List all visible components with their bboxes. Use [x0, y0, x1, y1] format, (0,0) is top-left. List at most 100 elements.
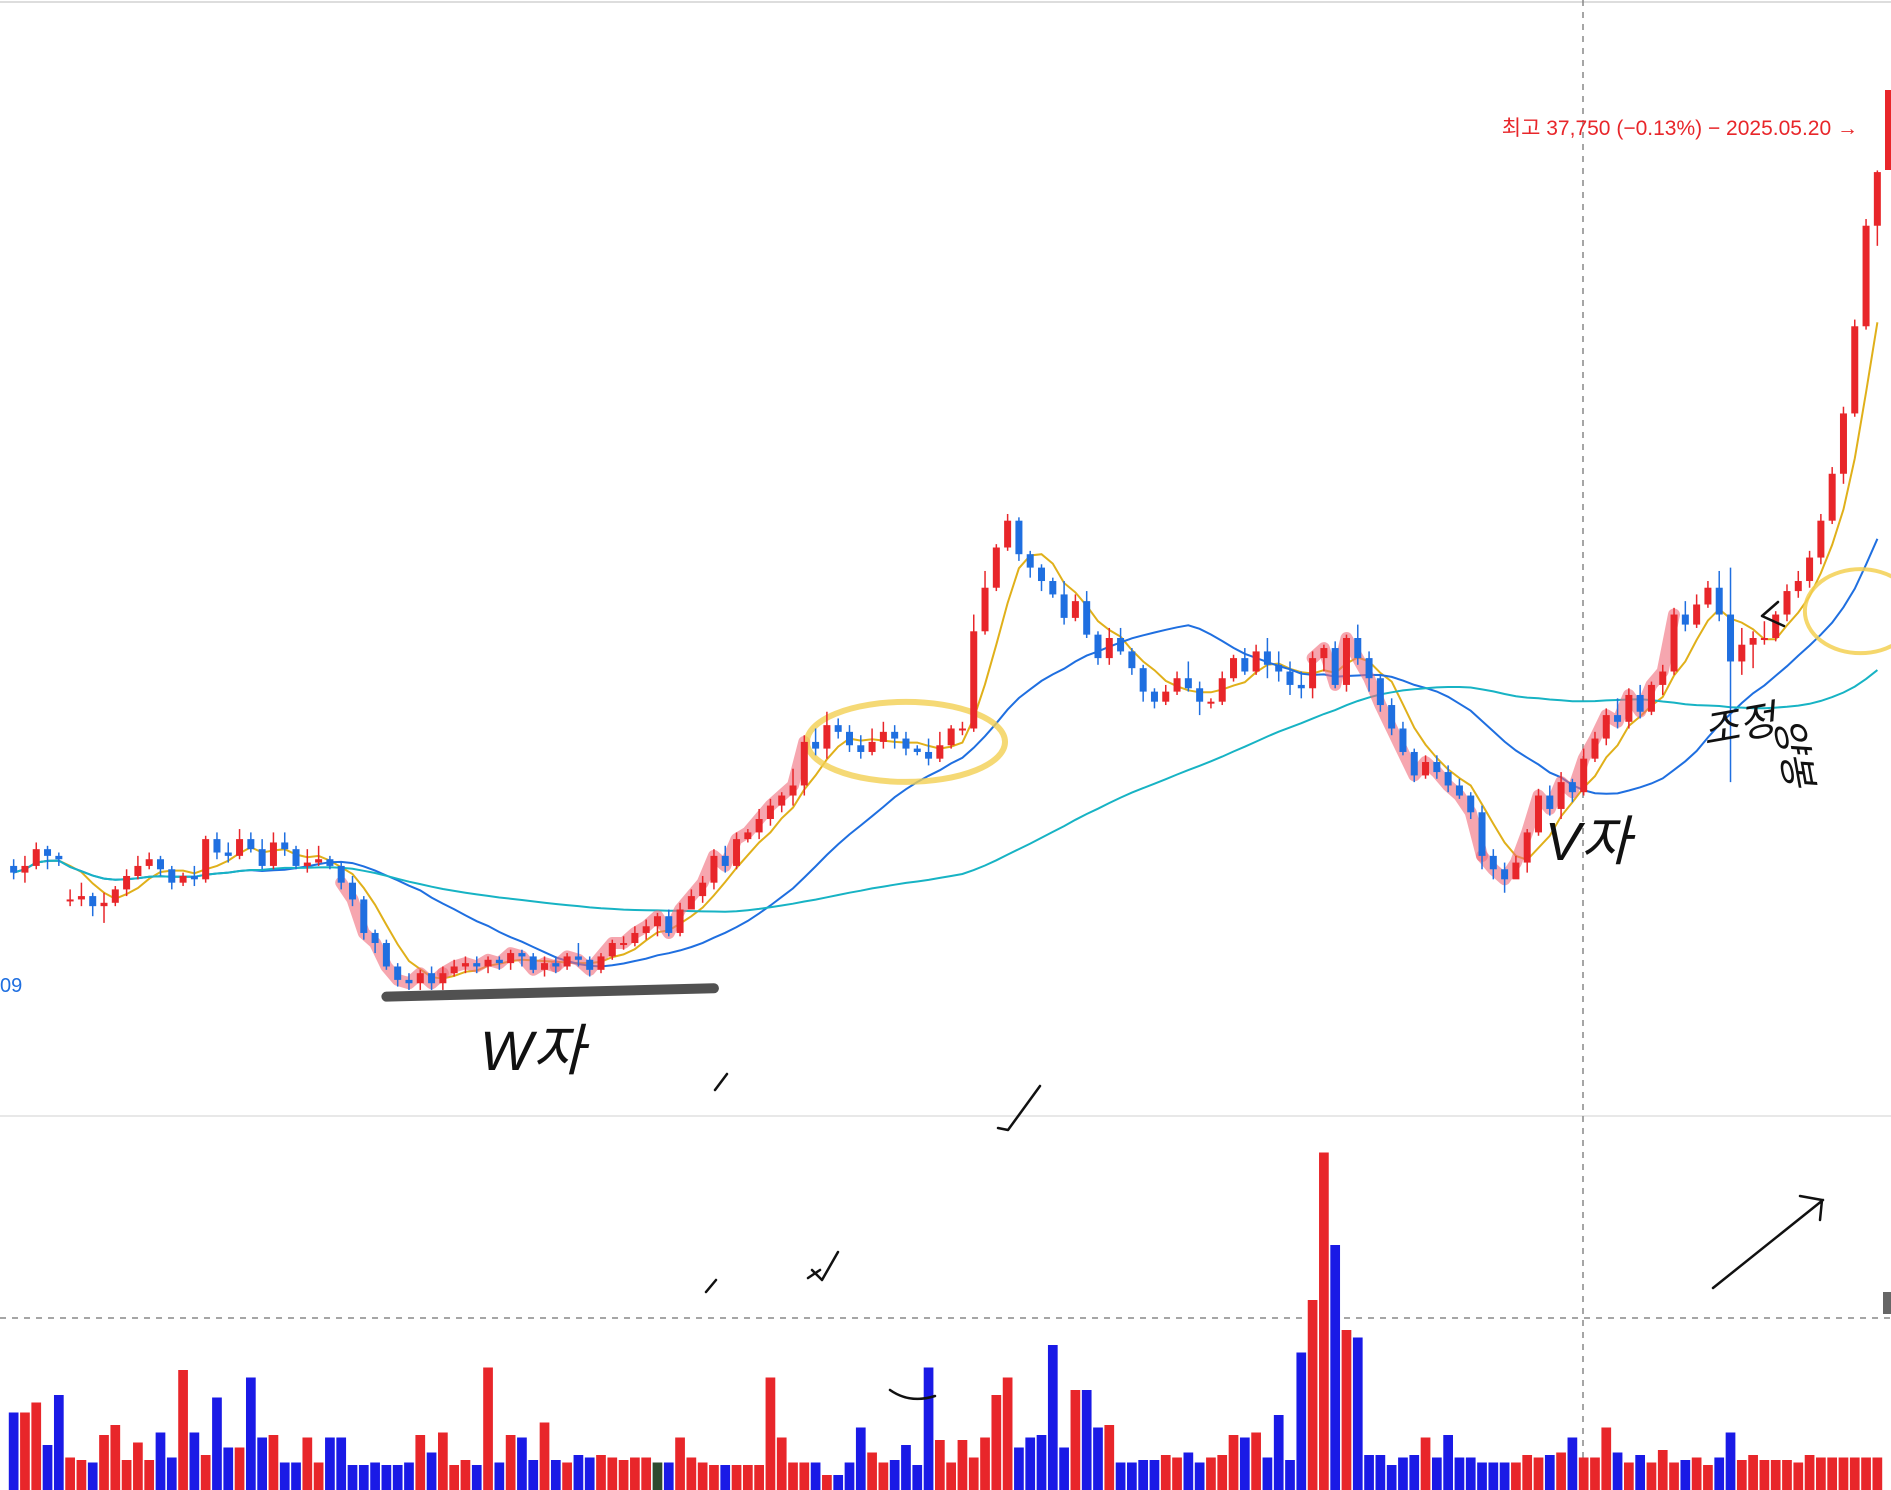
volume-bar	[1454, 1457, 1465, 1490]
candle	[1218, 671, 1226, 706]
volume-bar	[1273, 1415, 1284, 1490]
candle	[1670, 607, 1678, 675]
volume-bar	[1115, 1462, 1126, 1490]
candle	[1060, 581, 1068, 625]
volume-bar	[1127, 1462, 1137, 1490]
volume-bar	[1680, 1460, 1691, 1490]
volume-bar	[20, 1412, 30, 1490]
candle	[710, 849, 718, 890]
candle	[1399, 721, 1407, 756]
candle	[1207, 698, 1215, 709]
candle	[1749, 631, 1757, 669]
candle	[1422, 755, 1430, 779]
volume-bar	[133, 1442, 143, 1490]
candle	[823, 711, 831, 759]
volume-bar	[686, 1457, 697, 1490]
candle	[981, 570, 989, 635]
volume-bar	[528, 1460, 539, 1490]
volume-bar	[1861, 1457, 1871, 1490]
volume-bar	[934, 1440, 945, 1490]
candle	[608, 939, 616, 960]
candle	[699, 875, 707, 903]
candle	[1388, 698, 1396, 736]
candle	[89, 892, 97, 917]
candle	[1038, 564, 1046, 592]
volume-bar	[923, 1367, 934, 1490]
volume-bar	[1217, 1455, 1228, 1490]
volume-bar	[731, 1465, 742, 1490]
candle	[349, 875, 357, 907]
volume-bar	[1669, 1462, 1679, 1490]
volume-bar	[358, 1465, 369, 1490]
annotation-w-pattern: W자	[480, 1019, 590, 1082]
candle	[1230, 654, 1238, 682]
candle	[168, 865, 176, 890]
candle	[100, 892, 108, 923]
volume-bar	[1285, 1460, 1295, 1490]
volume-bar	[1014, 1447, 1024, 1490]
candle	[495, 956, 503, 970]
volume-bar	[1816, 1457, 1826, 1490]
volume-bar	[1319, 1152, 1329, 1490]
candle	[1015, 517, 1023, 561]
candle	[1546, 785, 1554, 816]
volume-bar	[1341, 1330, 1352, 1490]
volume-bar	[539, 1422, 550, 1490]
candle	[676, 902, 684, 937]
volume-bar	[76, 1460, 87, 1490]
candle	[179, 872, 187, 887]
volume-axis-marker	[1883, 1292, 1891, 1314]
candle	[992, 544, 1000, 592]
candle	[1444, 765, 1452, 793]
volume-bar	[234, 1447, 245, 1490]
candle	[473, 956, 481, 974]
volume-bar	[1556, 1452, 1566, 1490]
volume-bar	[1239, 1437, 1250, 1490]
volume-bar	[652, 1462, 663, 1490]
volume-bar	[505, 1435, 516, 1490]
volume-bar	[1330, 1245, 1341, 1490]
consolidation-ellipse-2	[1802, 567, 1891, 656]
candle	[394, 963, 402, 987]
volume-bar	[1465, 1457, 1476, 1490]
volume-bar	[1827, 1457, 1838, 1490]
volume-bar	[471, 1465, 482, 1490]
volume-bar	[223, 1447, 234, 1490]
volume-bar	[1748, 1455, 1758, 1490]
volume-bar	[596, 1455, 606, 1490]
candle	[247, 832, 255, 853]
volume-bar	[1206, 1457, 1216, 1490]
candle	[1738, 627, 1746, 675]
volume-bar	[426, 1452, 437, 1490]
candle	[1523, 829, 1531, 873]
volume-bar	[1025, 1437, 1036, 1490]
volume-bar	[53, 1395, 64, 1490]
candle	[337, 862, 345, 890]
volume-bar	[1725, 1432, 1736, 1490]
candle	[1354, 624, 1362, 665]
volume-bar	[212, 1397, 222, 1490]
volume-bar	[980, 1437, 990, 1490]
volume-bar	[833, 1475, 844, 1490]
candle	[541, 956, 549, 977]
candle	[1467, 792, 1475, 819]
candle	[845, 725, 853, 752]
volume-bar	[415, 1435, 426, 1490]
volume-bar	[550, 1460, 561, 1490]
candle	[1534, 788, 1542, 836]
volume-bar	[754, 1465, 764, 1490]
volume-bar	[844, 1462, 855, 1490]
volume-bar	[381, 1465, 392, 1490]
candle	[1297, 671, 1305, 699]
candle	[834, 718, 842, 739]
candle	[111, 886, 119, 907]
candle	[1049, 577, 1057, 598]
volume-bar	[1578, 1457, 1589, 1490]
candle	[1772, 611, 1780, 642]
candle	[156, 855, 164, 876]
candle	[1862, 219, 1870, 330]
volume-bar	[1138, 1460, 1149, 1490]
candle	[766, 798, 774, 826]
volume-bar	[449, 1465, 460, 1490]
